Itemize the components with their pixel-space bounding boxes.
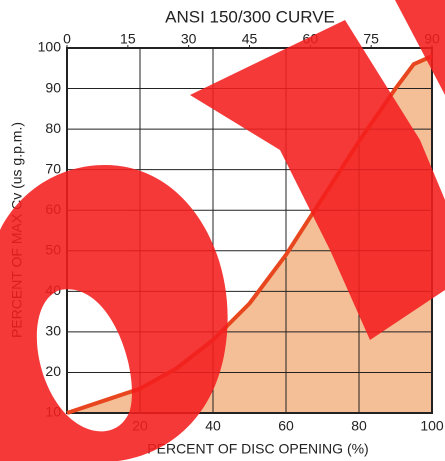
x2-tick-label: 30 (181, 31, 197, 47)
x2-tick-label: 45 (242, 31, 258, 47)
x-tick-label: 80 (351, 418, 367, 434)
x-tick-label: 60 (278, 418, 294, 434)
y-tick-label: 70 (45, 160, 61, 176)
y-tick-label: 20 (45, 363, 61, 379)
logo-corner (395, 0, 445, 95)
logo-ring (0, 165, 228, 461)
y-tick-label: 100 (38, 39, 62, 55)
x-tick-label: 100 (420, 418, 444, 434)
chart-title: ANSI 150/300 CURVE (165, 7, 335, 26)
x-axis-label: PERCENT OF DISC OPENING (%) (147, 441, 368, 457)
x-tick-label: 40 (205, 418, 221, 434)
y-tick-label: 90 (45, 79, 61, 95)
area-fill (67, 56, 432, 413)
x2-tick-label: 75 (363, 31, 379, 47)
x2-tick-label: 0 (63, 31, 71, 47)
x2-tick-label: 15 (120, 31, 136, 47)
y-tick-label: 80 (45, 120, 61, 136)
logo-block (190, 20, 445, 340)
y-tick-label: 30 (45, 323, 61, 339)
